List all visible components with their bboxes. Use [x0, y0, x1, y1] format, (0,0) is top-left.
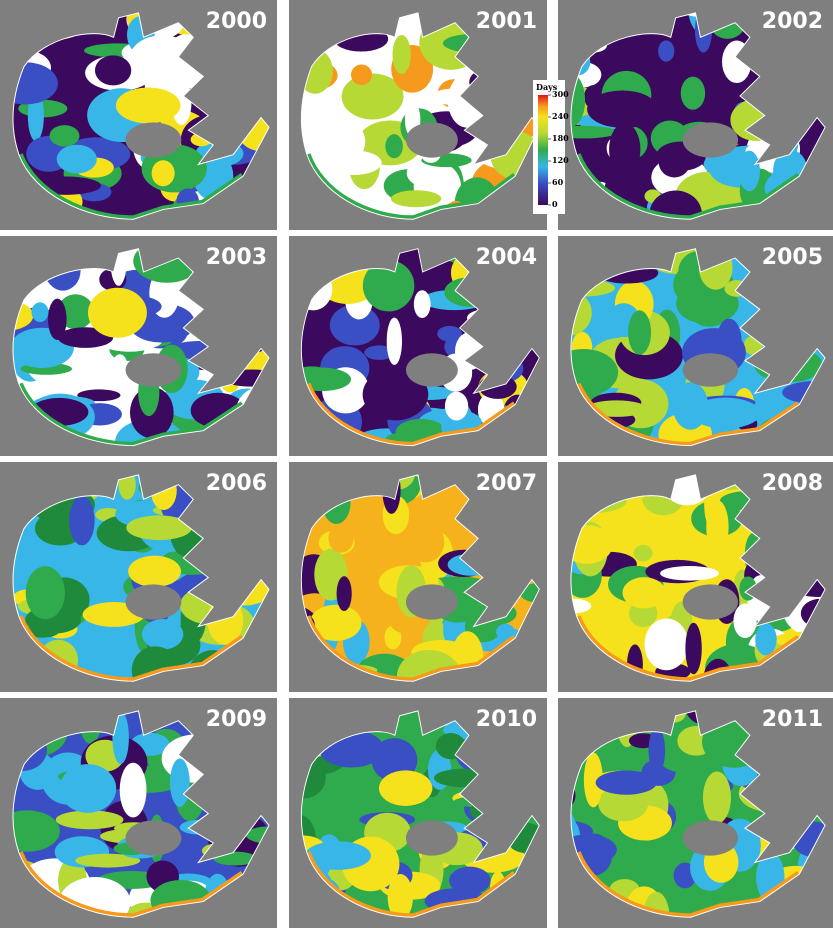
- map-patch: [32, 302, 49, 322]
- panel: 2001: [263, 0, 565, 245]
- map-patch: [628, 310, 651, 354]
- year-label: 2008: [762, 471, 823, 496]
- map-patch: [596, 770, 657, 794]
- map-patch: [128, 556, 181, 587]
- map-patch: [328, 524, 353, 553]
- year-label: 2002: [762, 9, 823, 34]
- map-patch: [387, 317, 402, 365]
- map-patch: [445, 392, 468, 421]
- legend-tick-label: 300: [552, 89, 569, 99]
- map-patch: [685, 623, 701, 675]
- year-label: 2011: [762, 707, 823, 732]
- bay: [406, 122, 458, 157]
- bay: [683, 122, 738, 157]
- map-patch: [170, 759, 190, 807]
- panel: 2009: [0, 690, 292, 928]
- panel: 2005: [543, 229, 833, 464]
- map-patch: [59, 764, 116, 813]
- bay: [126, 353, 182, 387]
- map-patch: [385, 134, 403, 158]
- map-patch: [95, 55, 131, 85]
- bay: [683, 584, 738, 619]
- legend-tick-label: 240: [552, 111, 569, 121]
- panel: 2000: [0, 0, 300, 251]
- map-patch: [658, 40, 674, 61]
- map-patch: [142, 619, 183, 650]
- legend: Days 300240180120600: [533, 80, 569, 214]
- legend-tick-label: 60: [552, 177, 564, 187]
- map-patch: [660, 566, 719, 581]
- map-patch: [88, 288, 147, 338]
- map-patch: [673, 382, 709, 430]
- panel: 2010: [279, 698, 562, 928]
- map-patch: [351, 65, 372, 85]
- map-patch: [26, 566, 65, 619]
- map-patch: [587, 90, 657, 127]
- year-label: 2005: [762, 245, 823, 270]
- year-label: 2001: [476, 9, 537, 34]
- map-patch: [706, 500, 728, 553]
- map-patch: [69, 496, 94, 545]
- panel: 2004: [283, 227, 556, 470]
- map-patch: [393, 35, 411, 74]
- map-patch: [615, 506, 648, 532]
- map-patch: [644, 618, 688, 670]
- map-patch: [755, 623, 776, 655]
- panel: 2011: [536, 691, 833, 928]
- bay: [406, 584, 458, 619]
- map-patch: [120, 763, 147, 818]
- panel: 2008: [552, 452, 833, 710]
- map-grid: 2000 2001 2002 2003 2004 2005 2006 2007 2008 2009…: [0, 0, 833, 928]
- bay: [683, 353, 738, 387]
- map-patch: [56, 810, 124, 829]
- bay: [406, 820, 458, 855]
- bay: [126, 820, 182, 855]
- map-patch: [681, 77, 705, 110]
- map-patch: [634, 545, 653, 561]
- panel: 2003: [0, 223, 294, 465]
- panels: 2000 2001 2002 2003 2004 2005 2006 2007 2008 2009…: [0, 0, 833, 928]
- panel: 2006: [0, 453, 295, 708]
- bay: [126, 584, 182, 619]
- bay: [406, 353, 458, 387]
- map-patch: [337, 576, 352, 611]
- map-patch: [112, 354, 128, 381]
- map-patch: [391, 190, 441, 207]
- map-patch: [321, 120, 366, 164]
- bay: [126, 122, 182, 157]
- year-label: 2006: [206, 471, 267, 496]
- panel: 2007: [265, 446, 563, 703]
- map-patch: [57, 145, 97, 174]
- legend-tick-label: 0: [552, 199, 558, 209]
- legend-tick-label: 180: [552, 133, 569, 143]
- bay: [683, 820, 738, 855]
- year-label: 2007: [476, 471, 537, 496]
- map-patch: [649, 727, 666, 774]
- legend-box: [533, 80, 565, 214]
- year-label: 2010: [476, 707, 537, 732]
- map-patch: [50, 125, 80, 146]
- colorbar: [538, 95, 548, 205]
- map-patch: [408, 521, 445, 562]
- map-patch: [414, 290, 431, 318]
- map-patch: [379, 770, 432, 806]
- map-patch: [116, 87, 181, 123]
- map-patch: [48, 299, 67, 340]
- map-patch: [703, 771, 731, 823]
- legend-tick-label: 120: [552, 155, 569, 165]
- year-label: 2000: [206, 9, 267, 34]
- year-label: 2003: [206, 245, 267, 270]
- year-label: 2004: [476, 245, 537, 270]
- panel: 2002: [535, 0, 833, 239]
- map-patch: [622, 577, 665, 608]
- map-patch: [588, 594, 613, 623]
- map-patch: [152, 160, 175, 186]
- year-label: 2009: [206, 707, 267, 732]
